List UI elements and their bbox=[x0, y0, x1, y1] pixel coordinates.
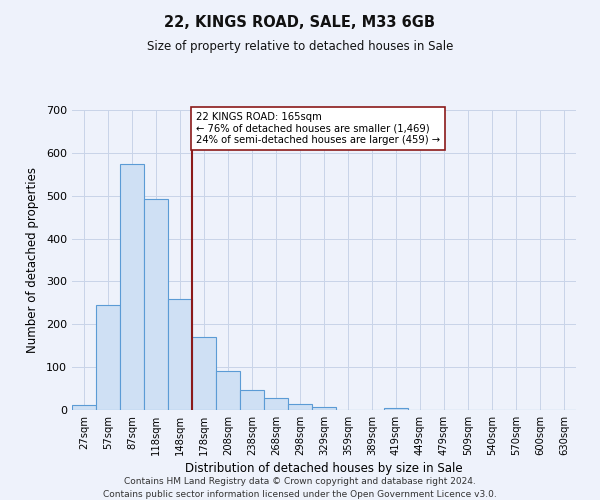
Bar bbox=[240, 390, 264, 410]
Bar bbox=[192, 337, 216, 410]
Bar bbox=[384, 408, 408, 410]
Bar bbox=[120, 164, 144, 410]
Bar bbox=[72, 405, 96, 410]
Y-axis label: Number of detached properties: Number of detached properties bbox=[26, 167, 39, 353]
Bar bbox=[168, 298, 192, 410]
Text: 22 KINGS ROAD: 165sqm
← 76% of detached houses are smaller (1,469)
24% of semi-d: 22 KINGS ROAD: 165sqm ← 76% of detached … bbox=[196, 112, 440, 146]
Bar bbox=[144, 198, 168, 410]
Text: Size of property relative to detached houses in Sale: Size of property relative to detached ho… bbox=[147, 40, 453, 53]
Text: 22, KINGS ROAD, SALE, M33 6GB: 22, KINGS ROAD, SALE, M33 6GB bbox=[164, 15, 436, 30]
Bar bbox=[96, 305, 120, 410]
Bar bbox=[216, 372, 240, 410]
X-axis label: Distribution of detached houses by size in Sale: Distribution of detached houses by size … bbox=[185, 462, 463, 475]
Bar bbox=[264, 398, 288, 410]
Text: Contains HM Land Registry data © Crown copyright and database right 2024.: Contains HM Land Registry data © Crown c… bbox=[124, 478, 476, 486]
Bar bbox=[312, 406, 336, 410]
Bar bbox=[288, 404, 312, 410]
Text: Contains public sector information licensed under the Open Government Licence v3: Contains public sector information licen… bbox=[103, 490, 497, 499]
